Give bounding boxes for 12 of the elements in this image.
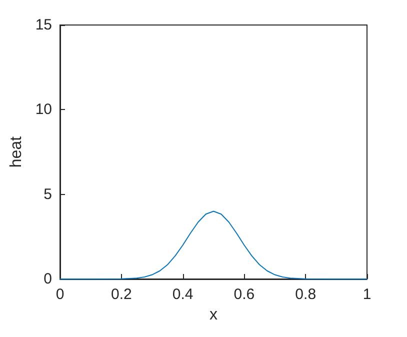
y-tick-label: 5 bbox=[44, 186, 52, 203]
y-tick-label: 0 bbox=[44, 270, 52, 288]
x-tick-label: 0.4 bbox=[172, 286, 194, 303]
y-axis-title: heat bbox=[8, 136, 25, 168]
y-tick-label: 15 bbox=[35, 16, 52, 34]
x-tick-label: 0.8 bbox=[295, 286, 316, 303]
x-tick-label: 1 bbox=[362, 286, 372, 303]
x-tick-label: 0.6 bbox=[234, 286, 255, 303]
x-tick-label: 0.2 bbox=[110, 286, 132, 303]
y-tick-label: 10 bbox=[35, 101, 52, 118]
x-tick-label: 0 bbox=[56, 286, 64, 303]
x-axis-title: x bbox=[210, 306, 218, 324]
